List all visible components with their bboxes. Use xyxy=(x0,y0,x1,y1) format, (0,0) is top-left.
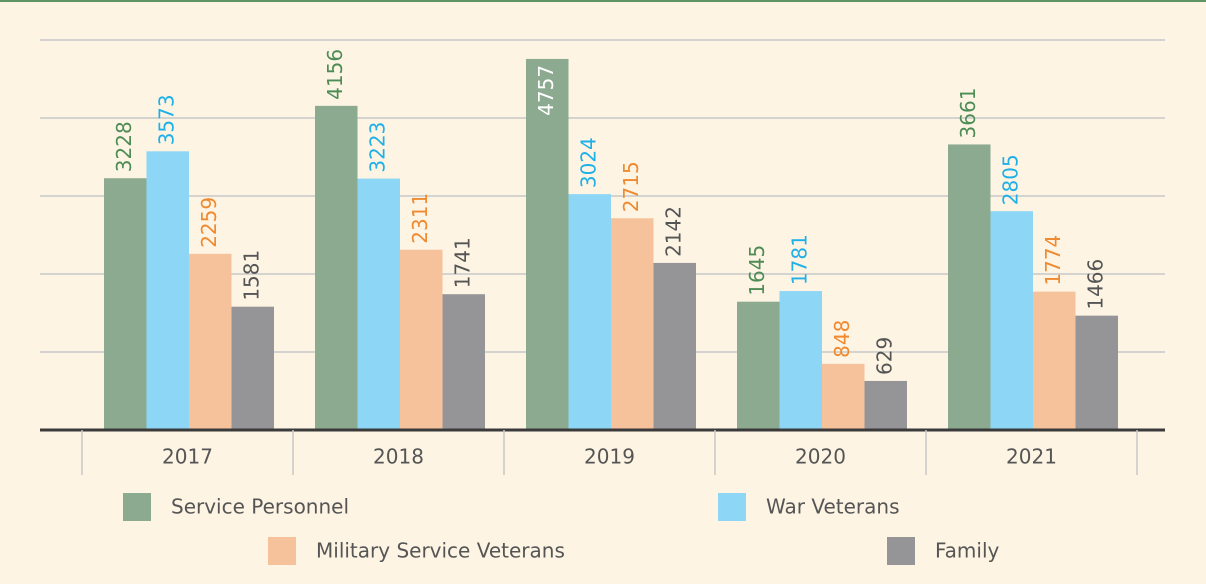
bar xyxy=(948,144,991,430)
bar xyxy=(568,194,611,430)
x-tick-label: 2017 xyxy=(162,445,213,469)
data-label: 2142 xyxy=(661,206,685,257)
bar xyxy=(104,178,147,430)
legend-swatch xyxy=(887,537,915,565)
bar xyxy=(822,363,865,430)
data-label: 2311 xyxy=(408,193,432,244)
bar xyxy=(864,380,907,430)
data-label: 3228 xyxy=(112,121,136,172)
data-label: 3573 xyxy=(154,94,178,145)
x-tick-label: 2019 xyxy=(584,445,635,469)
legend-swatch xyxy=(268,537,296,565)
bar xyxy=(526,58,569,430)
bar xyxy=(189,253,232,430)
data-label: 629 xyxy=(872,337,896,375)
bar xyxy=(146,151,189,430)
data-label: 2715 xyxy=(619,161,643,212)
data-label: 1781 xyxy=(787,234,811,285)
data-label: 1466 xyxy=(1083,259,1107,310)
x-tick-label: 2021 xyxy=(1006,445,1057,469)
bar xyxy=(1075,315,1118,430)
bar xyxy=(357,178,400,430)
data-label: 3223 xyxy=(365,122,389,173)
data-label: 4156 xyxy=(323,49,347,100)
legend-label: Family xyxy=(935,539,1000,563)
bar xyxy=(990,211,1033,430)
x-tick-label: 2020 xyxy=(795,445,846,469)
data-label: 848 xyxy=(830,320,854,358)
legend-label: Service Personnel xyxy=(171,495,349,519)
data-label: 3661 xyxy=(956,88,980,139)
data-label: 4757 xyxy=(534,65,558,116)
bar xyxy=(315,105,358,430)
bar xyxy=(400,249,443,430)
bar xyxy=(442,294,485,430)
data-label: 2805 xyxy=(998,154,1022,205)
bar xyxy=(1033,291,1076,430)
bar xyxy=(611,218,654,430)
data-label: 1581 xyxy=(239,250,263,301)
legend-label: War Veterans xyxy=(766,495,900,519)
bar xyxy=(653,262,696,430)
x-tick-label: 2018 xyxy=(373,445,424,469)
bar xyxy=(737,301,780,430)
data-label: 3024 xyxy=(576,137,600,188)
bar xyxy=(779,291,822,430)
bar xyxy=(231,306,274,430)
data-label: 1741 xyxy=(450,237,474,288)
data-label: 1645 xyxy=(745,245,769,296)
data-label: 1774 xyxy=(1041,235,1065,286)
legend-label: Military Service Veterans xyxy=(316,539,565,563)
legend-swatch xyxy=(123,493,151,521)
data-label: 2259 xyxy=(197,197,221,248)
legend-swatch xyxy=(718,493,746,521)
